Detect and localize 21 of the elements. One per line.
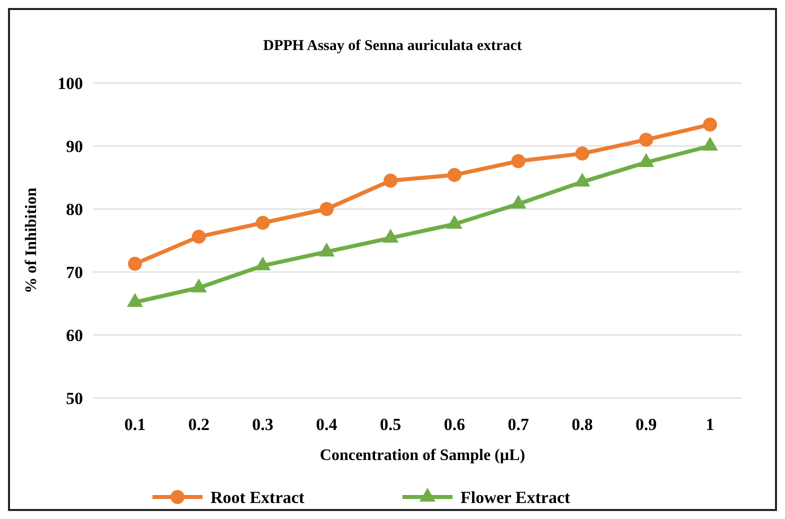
chart-title: DPPH Assay of Senna auriculata extract — [263, 38, 522, 54]
y-tick-label: 90 — [66, 137, 83, 156]
y-tick-label: 80 — [66, 200, 83, 219]
x-tick-label: 0.2 — [188, 415, 210, 434]
x-tick-label: 0.4 — [316, 415, 338, 434]
x-tick-label: 0.6 — [444, 415, 466, 434]
legend-label: Flower Extract — [460, 488, 571, 507]
y-tick-label: 70 — [66, 263, 83, 282]
x-tick-label: 0.8 — [572, 415, 593, 434]
x-tick-label: 1 — [706, 415, 714, 434]
x-tick-label: 0.3 — [252, 415, 274, 434]
x-tick-label: 0.9 — [636, 415, 657, 434]
y-tick-label: 100 — [58, 74, 83, 93]
x-axis-title: Concentration of Sample (µL) — [320, 447, 526, 464]
x-tick-label: 0.1 — [124, 415, 146, 434]
x-tick-label: 0.5 — [380, 415, 402, 434]
y-tick-label: 60 — [66, 326, 83, 345]
x-tick-label: 0.7 — [508, 415, 530, 434]
legend-label: Root Extract — [210, 488, 305, 507]
y-tick-label: 50 — [66, 389, 83, 408]
y-axis-title: % of Inhibition — [23, 187, 40, 294]
